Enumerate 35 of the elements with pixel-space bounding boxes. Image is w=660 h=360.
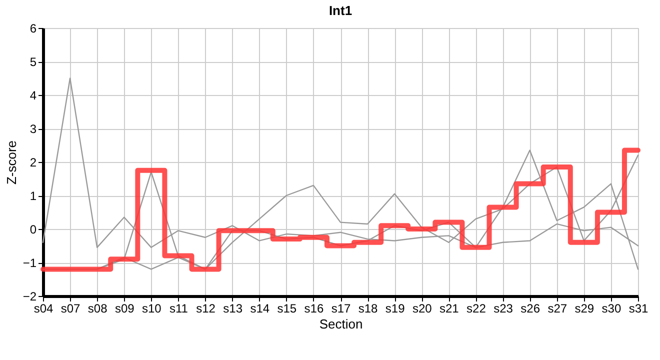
x-tick-label: s18 xyxy=(358,302,378,316)
x-tick-label: s08 xyxy=(88,302,108,316)
x-tick-label: s11 xyxy=(169,302,188,316)
x-tick-label: s17 xyxy=(331,302,351,316)
x-tick-label: s26 xyxy=(520,302,540,316)
chart-title: Int1 xyxy=(328,3,352,18)
x-axis-title: Section xyxy=(319,316,363,332)
y-tick-label: 2 xyxy=(30,156,37,170)
x-tick-label: s29 xyxy=(574,302,594,316)
y-tick-label: 0 xyxy=(30,222,37,236)
x-tick-label: s20 xyxy=(412,302,432,316)
x-tick-label: s23 xyxy=(494,302,514,316)
x-tick-label: s12 xyxy=(196,302,216,316)
x-tick-label: s31 xyxy=(628,302,648,316)
y-tick-label: 3 xyxy=(30,122,37,136)
x-tick-label: s21 xyxy=(440,302,460,316)
y-tick-label: 5 xyxy=(30,55,37,69)
y-tick-label: −1 xyxy=(22,256,37,270)
x-tick-label: s14 xyxy=(250,302,270,316)
x-tick-label: s10 xyxy=(142,302,162,316)
x-tick-label: s15 xyxy=(277,302,297,316)
x-tick-label: s22 xyxy=(466,302,486,316)
x-tick-label: s04 xyxy=(34,302,54,316)
y-tick-label: −2 xyxy=(22,290,37,304)
x-tick-label: s13 xyxy=(223,302,243,316)
x-tick-label: s30 xyxy=(602,302,622,316)
x-tick-label: s27 xyxy=(548,302,568,316)
y-tick-label: 1 xyxy=(30,189,37,203)
y-tick-label: 6 xyxy=(30,22,37,36)
x-tick-label: s07 xyxy=(60,302,81,316)
y-tick-label: 4 xyxy=(30,88,37,102)
x-tick-label: s19 xyxy=(385,302,406,316)
x-tick-label: s09 xyxy=(114,302,135,316)
y-axis-title: Z-score xyxy=(4,140,19,185)
x-tick-label: s16 xyxy=(304,302,324,316)
